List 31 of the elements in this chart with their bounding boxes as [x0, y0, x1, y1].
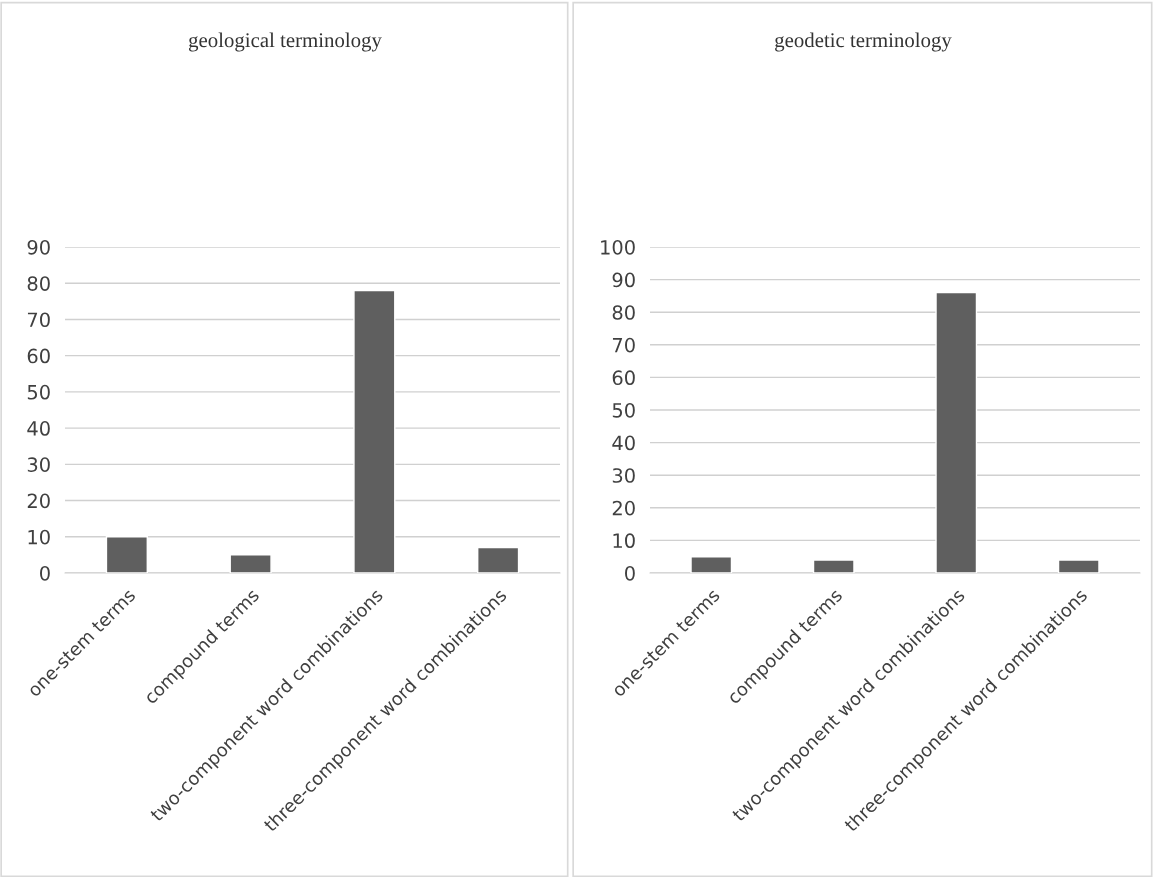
bar	[477, 546, 520, 573]
y-tick-label: 30	[27, 457, 50, 472]
y-tick-label: 60	[27, 348, 50, 364]
y-tick-label: 0	[625, 565, 635, 581]
y-tick-label: 40	[612, 435, 635, 451]
y-tick-label: 90	[612, 272, 635, 288]
y-tick-label: 10	[28, 529, 50, 545]
y-tick-label: 100	[601, 239, 635, 255]
y-tick-label: 90	[27, 239, 50, 255]
y-tick-label: 70	[612, 337, 635, 353]
y-tick-label: 40	[27, 421, 50, 436]
y-tick-label: 20	[612, 500, 635, 516]
y-tick-label: 70	[27, 312, 50, 328]
y-tick-label: 50	[27, 384, 50, 400]
y-tick-label: 20	[27, 493, 50, 509]
bar	[353, 289, 396, 573]
bar	[229, 554, 272, 573]
y-tick-label: 60	[612, 370, 635, 386]
bar	[105, 536, 148, 573]
bar	[1057, 559, 1100, 573]
y-tick-label: 80	[27, 276, 50, 291]
bar	[812, 559, 855, 573]
bar	[935, 291, 978, 573]
chart-title: geodetic terminology	[775, 32, 952, 52]
bar	[690, 556, 733, 573]
y-tick-label: 80	[612, 305, 635, 320]
y-tick-label: 0	[40, 565, 50, 581]
y-tick-label: 30	[612, 468, 635, 483]
y-tick-label: 10	[613, 533, 635, 549]
chart-title: geological terminology	[188, 32, 382, 52]
y-tick-label: 50	[612, 402, 635, 418]
